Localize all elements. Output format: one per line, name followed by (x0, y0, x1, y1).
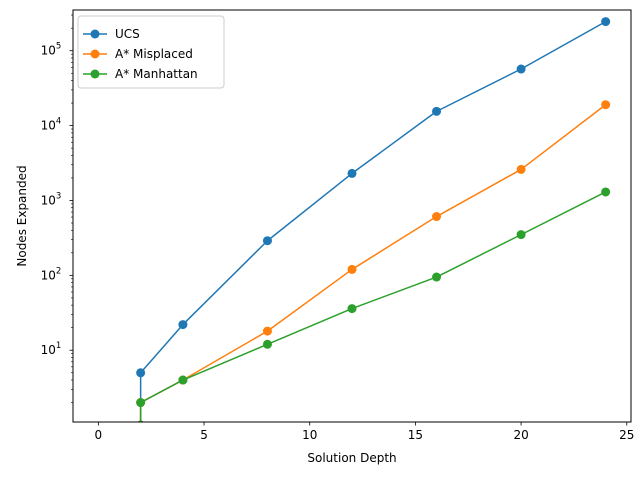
data-point (601, 187, 611, 197)
x-tick-label: 5 (200, 428, 208, 442)
y-tick-label: 103 (41, 191, 62, 207)
y-tick-label: 101 (41, 341, 62, 357)
legend-marker (90, 49, 100, 59)
legend-label: A* Misplaced (115, 47, 193, 61)
data-point (262, 326, 272, 336)
data-point (262, 236, 272, 246)
x-axis-title: Solution Depth (307, 451, 396, 465)
data-point (601, 100, 611, 110)
y-tick-base: 10 (41, 44, 56, 58)
data-point (136, 398, 146, 408)
legend: UCS A* Misplaced A* Manhattan (77, 15, 225, 89)
legend-label: A* Manhattan (115, 67, 198, 81)
y-tick-exponent: 5 (56, 42, 61, 52)
y-tick-exponent: 3 (56, 191, 61, 201)
y-tick-label: 102 (41, 266, 62, 282)
y-tick-label: 105 (41, 42, 62, 58)
data-point (516, 164, 526, 174)
series-line (139, 20, 607, 422)
x-axis-ticks: 0 5 10 15 20 25 (95, 422, 634, 442)
y-axis-title: Nodes Expanded (15, 165, 29, 266)
data-point (262, 339, 272, 349)
y-tick-base: 10 (41, 193, 56, 207)
x-tick-label: 25 (619, 428, 634, 442)
data-point (516, 64, 526, 74)
data-point (347, 264, 357, 274)
y-tick-label: 104 (41, 117, 62, 133)
series-layer (136, 17, 611, 422)
x-tick-label: 20 (513, 428, 528, 442)
series-line (139, 191, 606, 422)
x-tick-label: 10 (302, 428, 317, 442)
data-point (178, 375, 188, 385)
data-point (432, 212, 442, 222)
x-tick-label: 0 (95, 428, 103, 442)
data-point (178, 320, 188, 330)
y-tick-base: 10 (41, 119, 56, 133)
x-tick-label: 15 (408, 428, 423, 442)
plot-area-frame (72, 9, 632, 423)
legend-marker (90, 29, 100, 39)
series-line (139, 104, 607, 422)
y-tick-exponent: 2 (56, 266, 61, 276)
data-point (601, 17, 611, 27)
data-point (347, 304, 357, 314)
y-tick-base: 10 (41, 343, 56, 357)
legend-box (77, 15, 225, 89)
data-point (516, 230, 526, 240)
legend-label: UCS (115, 27, 140, 41)
data-point (347, 168, 357, 178)
y-tick-exponent: 1 (56, 341, 61, 351)
data-point (136, 368, 146, 378)
y-tick-exponent: 4 (56, 117, 61, 127)
legend-marker (90, 69, 100, 79)
data-point (432, 106, 442, 116)
y-tick-base: 10 (41, 268, 56, 282)
data-point (432, 272, 442, 282)
